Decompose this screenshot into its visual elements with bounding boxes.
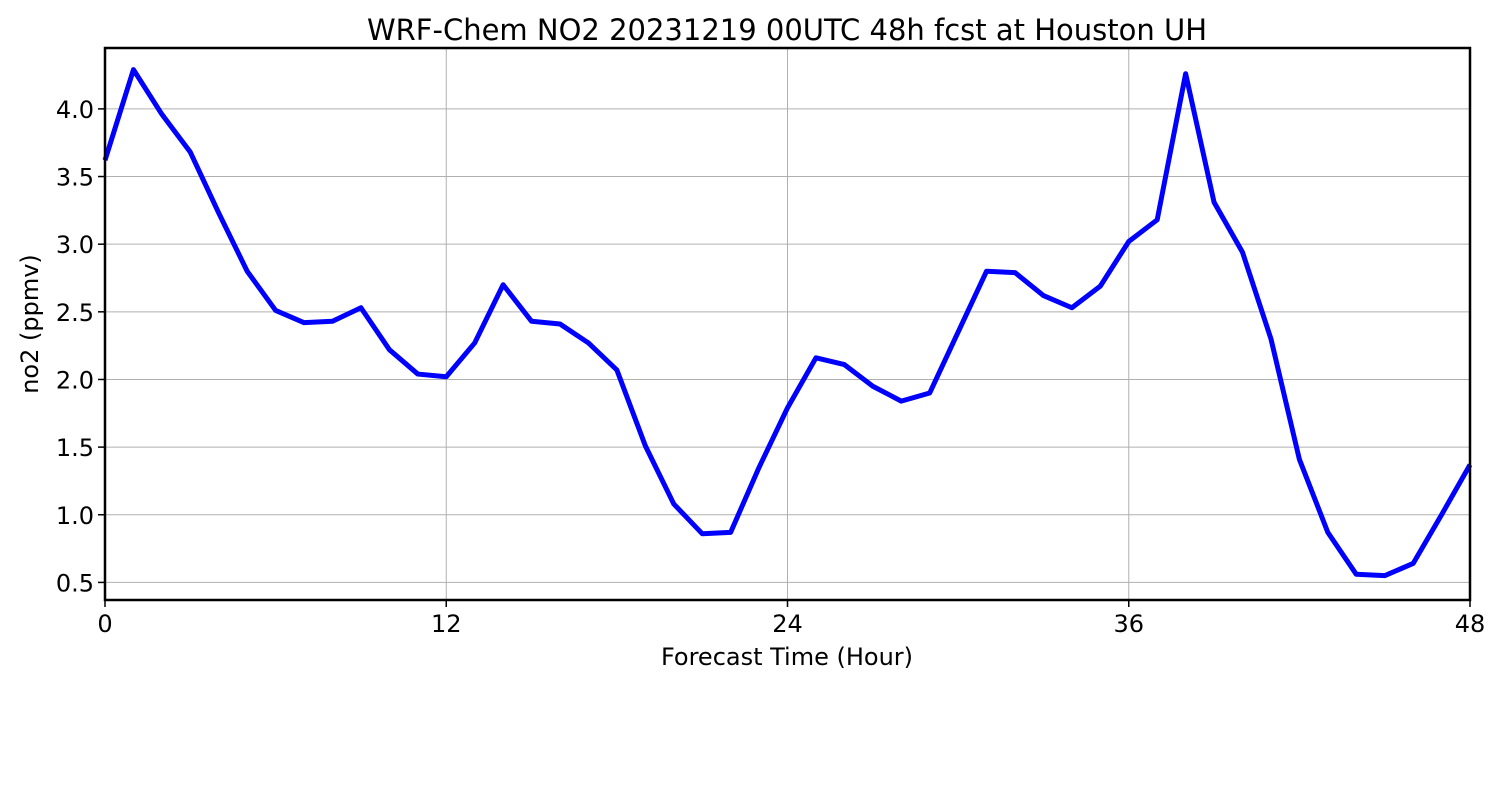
y-tick-label: 3.5 <box>56 164 94 192</box>
x-axis-label: Forecast Time (Hour) <box>661 643 913 671</box>
x-axis: 0 12 24 36 48 <box>97 600 1485 638</box>
y-axis: 0.5 1.0 1.5 2.0 2.5 3.0 3.5 4.0 <box>56 96 105 597</box>
x-tick-label: 36 <box>1113 610 1144 638</box>
x-tick-label: 24 <box>772 610 803 638</box>
y-axis-label: no2 (ppmv) <box>16 254 44 394</box>
series-line <box>102 67 1473 579</box>
y-tick-label: 1.0 <box>56 502 94 530</box>
y-tick-label: 2.5 <box>56 299 94 327</box>
y-tick-label: 4.0 <box>56 96 94 124</box>
y-tick-label: 3.0 <box>56 231 94 259</box>
y-tick-label: 1.5 <box>56 434 94 462</box>
x-tick-label: 48 <box>1455 610 1486 638</box>
y-tick-label: 2.0 <box>56 366 94 394</box>
x-tick-label: 12 <box>431 610 462 638</box>
series-layer <box>102 67 1473 579</box>
grid <box>104 48 1471 600</box>
y-tick-label: 0.5 <box>56 569 94 597</box>
chart-title: WRF-Chem NO2 20231219 00UTC 48h fcst at … <box>367 13 1207 47</box>
x-tick-label: 0 <box>97 610 112 638</box>
